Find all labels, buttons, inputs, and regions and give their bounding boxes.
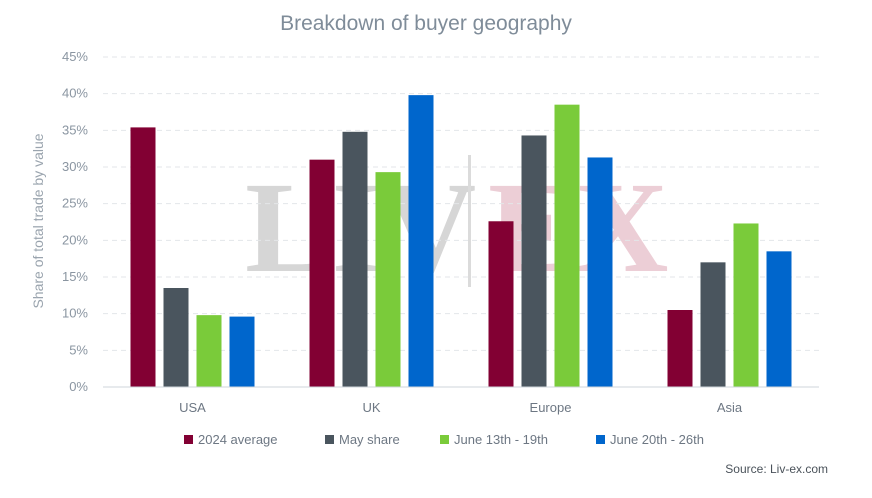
bar [587,157,613,387]
bar [733,223,759,387]
gridlines [103,56,819,351]
legend-swatch [325,435,334,444]
y-tick-label: 20% [62,232,88,247]
bar [521,135,547,387]
x-tick-label: USA [179,400,206,415]
bar [342,131,368,387]
bar [554,104,580,388]
y-axis-ticks: 0% 5% 10% 15% 20% 25% 30% 35% 40% 45% [62,49,88,394]
bar [163,288,189,387]
bar [196,315,222,387]
y-axis-label: Share of total trade by value [30,133,46,308]
bar [488,221,514,387]
y-tick-label: 15% [62,269,88,284]
y-tick-label: 0% [69,379,88,394]
legend: 2024 average May share June 13th - 19th Jun… [184,432,704,447]
legend-item: 2024 average [184,432,278,447]
legend-item: May share [325,432,400,447]
x-tick-label: Asia [717,400,743,415]
legend-label: June 13th - 19th [454,432,548,447]
y-tick-label: 30% [62,159,88,174]
bar [309,159,335,387]
bar [130,127,156,388]
bar [408,95,434,387]
chart-title: Breakdown of buyer geography [280,12,572,35]
x-axis-ticks: USA UK Europe Asia [179,400,743,415]
bar [766,251,792,387]
y-tick-label: 25% [62,196,88,211]
y-tick-label: 40% [62,86,88,101]
legend-swatch [184,435,193,444]
bar [667,310,693,387]
legend-swatch [596,435,605,444]
legend-swatch [440,435,449,444]
y-tick-label: 45% [62,49,88,64]
legend-label: June 20th - 26th [610,432,704,447]
bars [130,95,792,388]
watermark-divider [468,155,471,287]
bar [229,316,255,387]
bar [700,262,726,387]
source-note: Source: Liv-ex.com [725,462,828,476]
x-tick-label: UK [362,400,380,415]
y-tick-label: 35% [62,122,88,137]
legend-label: 2024 average [198,432,278,447]
legend-item: June 20th - 26th [596,432,704,447]
legend-item: June 13th - 19th [440,432,548,447]
x-tick-label: Europe [530,400,572,415]
legend-label: May share [339,432,400,447]
y-tick-label: 10% [62,306,88,321]
y-tick-label: 5% [69,342,88,357]
bar [375,172,401,387]
